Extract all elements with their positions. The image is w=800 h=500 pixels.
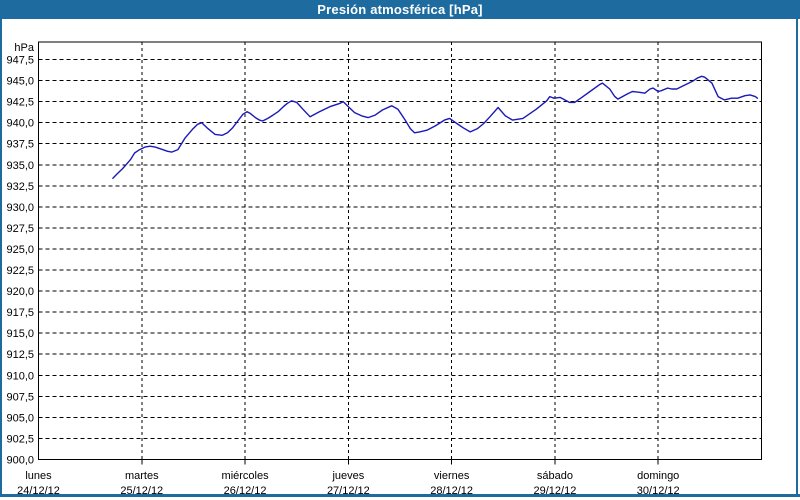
window-title: Presión atmosférica [hPa] xyxy=(317,2,483,17)
y-tick-label: 907,5 xyxy=(6,391,34,403)
day-name-label: jueves xyxy=(331,470,364,482)
y-tick-label: 915,0 xyxy=(6,328,34,340)
day-name-label: miércoles xyxy=(222,470,270,482)
day-name-label: viernes xyxy=(434,470,470,482)
y-tick-label: 922,5 xyxy=(6,265,34,277)
pressure-line xyxy=(112,75,759,179)
y-tick-label: 925,0 xyxy=(6,244,34,256)
y-tick-label: 927,5 xyxy=(6,223,34,235)
y-tick-label: 900,0 xyxy=(6,455,34,467)
y-tick-label: 945,0 xyxy=(6,76,34,88)
plot-frame xyxy=(38,41,762,460)
y-tick-label: 942,5 xyxy=(6,97,34,109)
day-name-label: lunes xyxy=(25,470,52,482)
y-tick-label: 910,0 xyxy=(6,370,34,382)
day-date-label: 30/12/12 xyxy=(637,485,680,497)
day-name-label: domingo xyxy=(637,470,679,482)
day-date-label: 25/12/12 xyxy=(120,485,163,497)
window-border-bottom xyxy=(0,494,800,497)
y-tick-label: 932,5 xyxy=(6,181,34,193)
day-date-label: 27/12/12 xyxy=(327,485,370,497)
y-tick-label: 905,0 xyxy=(6,412,34,424)
y-tick-label: 930,0 xyxy=(6,202,34,214)
y-tick-label: 937,5 xyxy=(6,139,34,151)
day-date-label: 28/12/12 xyxy=(430,485,473,497)
y-tick-label: 947,5 xyxy=(6,55,34,67)
y-tick-label: 917,5 xyxy=(6,307,34,319)
y-axis-unit-label: hPa xyxy=(14,42,34,54)
y-tick-label: 940,0 xyxy=(6,118,34,130)
day-date-label: 26/12/12 xyxy=(224,485,267,497)
day-name-label: martes xyxy=(125,470,159,482)
y-tick-label: 920,0 xyxy=(6,286,34,298)
day-date-label: 29/12/12 xyxy=(534,485,577,497)
window-border-right xyxy=(796,0,798,497)
y-tick-label: 902,5 xyxy=(6,433,34,445)
y-tick-label: 935,0 xyxy=(6,160,34,172)
window-border-left xyxy=(0,0,2,497)
day-date-label: 24/12/12 xyxy=(17,485,60,497)
day-name-label: sábado xyxy=(537,470,573,482)
y-tick-label: 912,5 xyxy=(6,349,34,361)
window-title-bar: Presión atmosférica [hPa] xyxy=(0,0,800,19)
